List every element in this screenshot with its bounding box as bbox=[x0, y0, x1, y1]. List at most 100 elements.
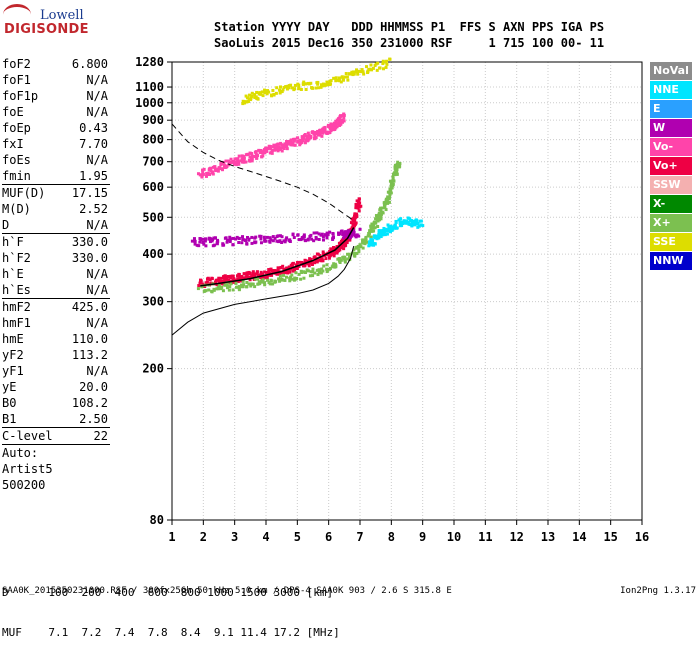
echo-point bbox=[398, 224, 402, 228]
echo-point bbox=[258, 91, 262, 95]
echo-point bbox=[352, 70, 356, 74]
parameter-name: C-level bbox=[2, 429, 53, 443]
echo-point bbox=[266, 146, 270, 150]
parameter-name: MUF(D) bbox=[2, 186, 46, 200]
parameter-row: h`F2 330.0 bbox=[0, 250, 112, 266]
echo-point bbox=[301, 82, 305, 86]
echo-point bbox=[303, 133, 307, 137]
echo-point bbox=[302, 235, 306, 239]
y-tick-label: 800 bbox=[142, 133, 164, 147]
echo-point bbox=[338, 117, 342, 121]
echo-point bbox=[327, 125, 331, 129]
echo-point bbox=[292, 278, 296, 282]
echo-point bbox=[296, 139, 300, 143]
panel-separator bbox=[2, 233, 110, 234]
parameter-value: N/A bbox=[86, 316, 108, 330]
echo-point bbox=[304, 239, 308, 243]
echo-point bbox=[229, 237, 233, 241]
echo-point bbox=[361, 70, 365, 74]
echo-point bbox=[228, 285, 232, 289]
echo-point bbox=[241, 285, 245, 289]
echo-point bbox=[200, 175, 204, 179]
echo-point bbox=[242, 160, 246, 164]
parameter-value: 113.2 bbox=[71, 348, 108, 362]
echo-point bbox=[416, 222, 420, 226]
parameter-value: N/A bbox=[86, 283, 108, 297]
echo-point bbox=[377, 229, 381, 233]
parameter-row: yE 20.0 bbox=[0, 379, 112, 395]
echo-point bbox=[342, 232, 346, 236]
parameter-value: N/A bbox=[86, 89, 108, 103]
echo-point bbox=[312, 231, 316, 235]
echo-point bbox=[361, 238, 365, 242]
echo-point bbox=[259, 272, 263, 276]
echo-point bbox=[325, 236, 329, 240]
echo-point bbox=[400, 220, 404, 224]
parameter-name: h`F bbox=[2, 235, 24, 249]
echo-point bbox=[237, 162, 241, 166]
echo-point bbox=[385, 198, 389, 202]
echo-point bbox=[247, 97, 251, 101]
echo-point bbox=[247, 272, 251, 276]
echo-point bbox=[339, 241, 343, 245]
panel-separator bbox=[2, 427, 110, 428]
parameter-name: foEs bbox=[2, 153, 31, 167]
parameter-panel: foF2 6.800 foF1 N/A foF1p N/A foE N/A foEp 0.43 fx… bbox=[0, 56, 112, 493]
echo-point bbox=[410, 219, 414, 223]
echo-point bbox=[254, 235, 258, 239]
echo-point bbox=[329, 129, 333, 133]
parameter-value: N/A bbox=[86, 105, 108, 119]
echo-point bbox=[215, 283, 219, 287]
echo-point bbox=[377, 233, 381, 237]
echo-point bbox=[214, 278, 218, 282]
echo-point bbox=[251, 282, 255, 286]
x-tick-label: 2 bbox=[200, 530, 207, 544]
echo-point bbox=[342, 234, 346, 238]
echo-point bbox=[389, 191, 393, 195]
echo-point bbox=[296, 233, 300, 237]
echo-point bbox=[286, 142, 290, 146]
echo-point bbox=[208, 278, 212, 282]
echo-point bbox=[220, 167, 224, 171]
echo-point bbox=[206, 276, 210, 280]
echo-point bbox=[344, 243, 348, 247]
echo-point bbox=[332, 254, 336, 258]
echo-point bbox=[306, 131, 310, 135]
echo-point bbox=[359, 204, 363, 208]
echo-point bbox=[343, 255, 347, 259]
echo-point bbox=[287, 139, 291, 143]
parameter-name: hmE bbox=[2, 332, 24, 346]
echo-point bbox=[330, 251, 334, 255]
x-tick-label: 5 bbox=[294, 530, 301, 544]
echo-point bbox=[235, 279, 239, 283]
echo-point bbox=[414, 222, 418, 226]
parameter-value: 330.0 bbox=[71, 251, 108, 265]
echo-point bbox=[377, 236, 381, 240]
echo-point bbox=[231, 243, 235, 247]
echo-point bbox=[205, 280, 209, 284]
echo-point bbox=[291, 261, 295, 265]
parameter-value: 0.43 bbox=[79, 121, 108, 135]
echo-point bbox=[355, 203, 359, 207]
echo-point bbox=[231, 236, 235, 240]
echo-point bbox=[351, 73, 355, 77]
echo-point bbox=[308, 257, 312, 261]
echo-point bbox=[306, 269, 310, 273]
echo-point bbox=[325, 263, 329, 267]
echo-point bbox=[253, 274, 257, 278]
echo-point bbox=[299, 260, 303, 264]
echo-point bbox=[260, 280, 264, 284]
echo-point bbox=[229, 160, 233, 164]
echo-point bbox=[227, 278, 231, 282]
echo-point bbox=[294, 266, 298, 270]
echo-point bbox=[311, 274, 315, 278]
echo-point bbox=[299, 138, 303, 142]
echo-point bbox=[219, 282, 223, 286]
echo-point bbox=[338, 260, 342, 264]
echo-point bbox=[358, 69, 362, 73]
echo-point bbox=[317, 86, 321, 90]
parameter-value: N/A bbox=[86, 218, 108, 232]
echo-point bbox=[204, 237, 208, 241]
y-tick-label: 80 bbox=[150, 513, 164, 527]
echo-point bbox=[335, 245, 339, 249]
